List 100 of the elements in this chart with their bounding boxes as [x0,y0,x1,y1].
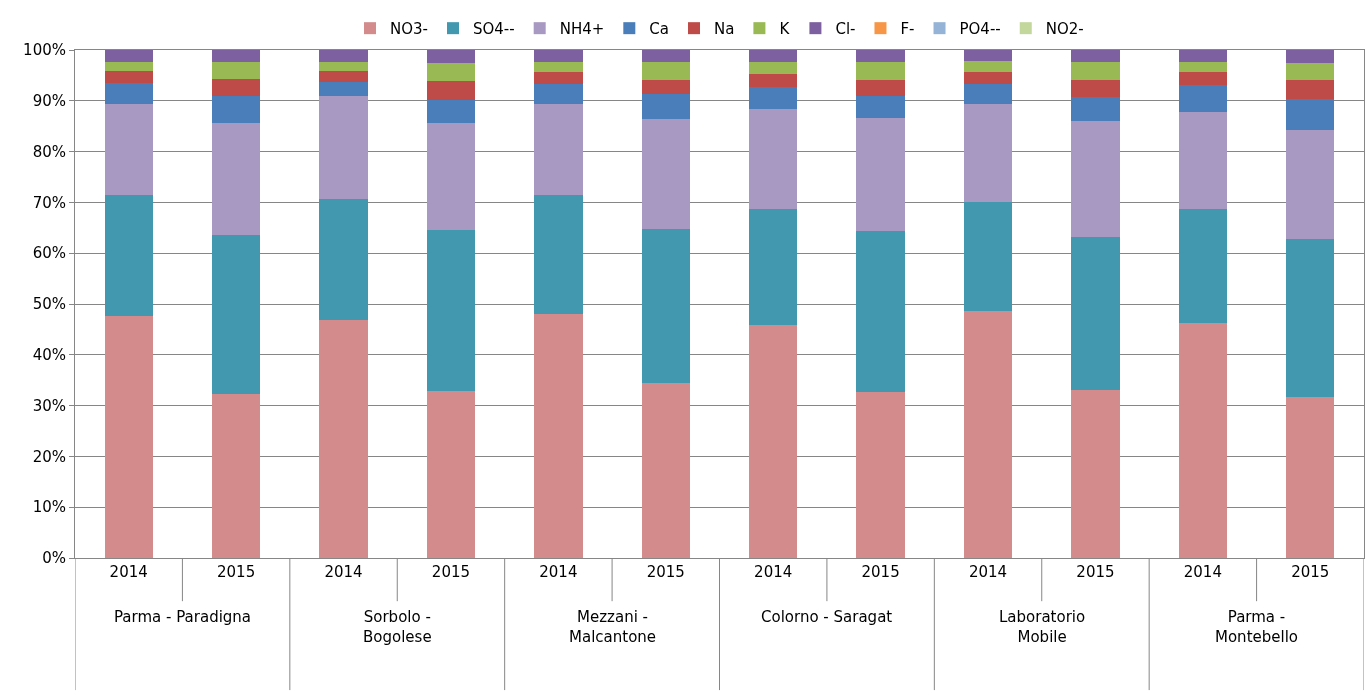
bar [964,84,1012,104]
bar [964,61,1012,72]
bar [427,100,475,123]
bar [427,50,475,63]
x-tick-label: 2014 [968,563,1008,581]
bar [1286,130,1334,239]
bar [212,62,260,79]
bar [319,199,368,320]
bar [212,96,260,123]
text: Parma - Montebello [1215,608,1298,646]
y-tick-label: 60% [32,244,66,263]
bar [1071,237,1120,390]
bar [642,119,690,229]
bar [105,195,153,316]
y-tick-label: 10% [32,498,66,517]
bar [534,50,583,62]
bar [427,123,475,230]
legend-label: NH4+ [559,20,605,39]
bar [105,71,153,83]
bar [1286,239,1334,397]
bar [212,50,260,62]
legend-label: NO3- [390,20,428,39]
bar [212,123,260,235]
y-tick-label: 30% [32,396,66,415]
bar [749,62,797,74]
bar [1071,390,1120,558]
y-tick-label: 40% [32,346,66,365]
bar [105,316,153,558]
bar [1179,72,1227,85]
bar [642,94,690,119]
bar [319,50,368,62]
bar [1286,50,1334,63]
bar [212,235,260,394]
y-tick-label: 100% [23,41,66,60]
bar [856,62,905,80]
bar [1179,209,1227,323]
bar [749,87,797,109]
bar [642,62,690,80]
bar [856,96,905,118]
legend-label: F- [900,20,915,39]
bar [749,325,797,558]
bar [319,82,368,96]
bar [964,50,1012,61]
bar [964,104,1012,202]
x-tick-label: 2015 [431,563,471,581]
bar [1179,50,1227,62]
text: Colorno - Saragat [761,608,893,626]
y-tick-label: 90% [32,92,66,111]
text: Laboratorio Mobile [999,608,1086,646]
bar [1179,85,1227,112]
bar [427,230,475,391]
bar [427,63,475,81]
bar [749,109,797,209]
bar [319,320,368,558]
x-tick-label: 2014 [539,563,578,581]
bar [534,84,583,104]
bar [1286,80,1334,99]
bar [1071,50,1120,62]
legend-label: Cl- [835,20,856,39]
bar [1071,121,1120,237]
x-tick-label: 2014 [324,563,363,581]
x-tick-label: 2015 [861,563,900,581]
legend-label: PO4-- [959,20,1001,39]
bar [856,80,905,96]
y-tick-label: 0% [42,549,66,568]
bar [856,118,905,231]
bar [319,96,368,199]
bar [105,50,153,62]
bar [964,311,1012,558]
bar [642,50,690,62]
bar [1179,62,1227,72]
legend-label: SO4-- [472,20,515,39]
y-tick-label: 70% [32,193,66,212]
bar [1179,112,1227,209]
bar [534,62,583,72]
bar [427,81,475,100]
bar [642,383,690,558]
bar [319,71,368,82]
bar [534,72,583,84]
x-tick-label: 2014 [109,563,148,581]
bar [642,229,690,383]
bar [1286,99,1334,130]
bar [856,50,905,62]
legend-label: NO2- [1045,20,1084,39]
bar [1179,323,1227,558]
x-tick-label: 2015 [1076,563,1115,581]
bar [212,394,260,558]
bar [534,104,583,195]
y-tick-label: 80% [32,142,66,161]
legend-label: Na [713,20,735,39]
x-tick-label: 2015 [646,563,685,581]
bar [105,83,153,104]
bar [964,202,1012,311]
text: Mezzani - Malcantone [569,608,657,646]
bar [427,391,475,558]
bar [1286,397,1334,558]
bar [749,50,797,62]
x-tick-label: 2014 [754,563,793,581]
bar [642,80,690,94]
text: Parma - Paradigna [114,608,252,626]
